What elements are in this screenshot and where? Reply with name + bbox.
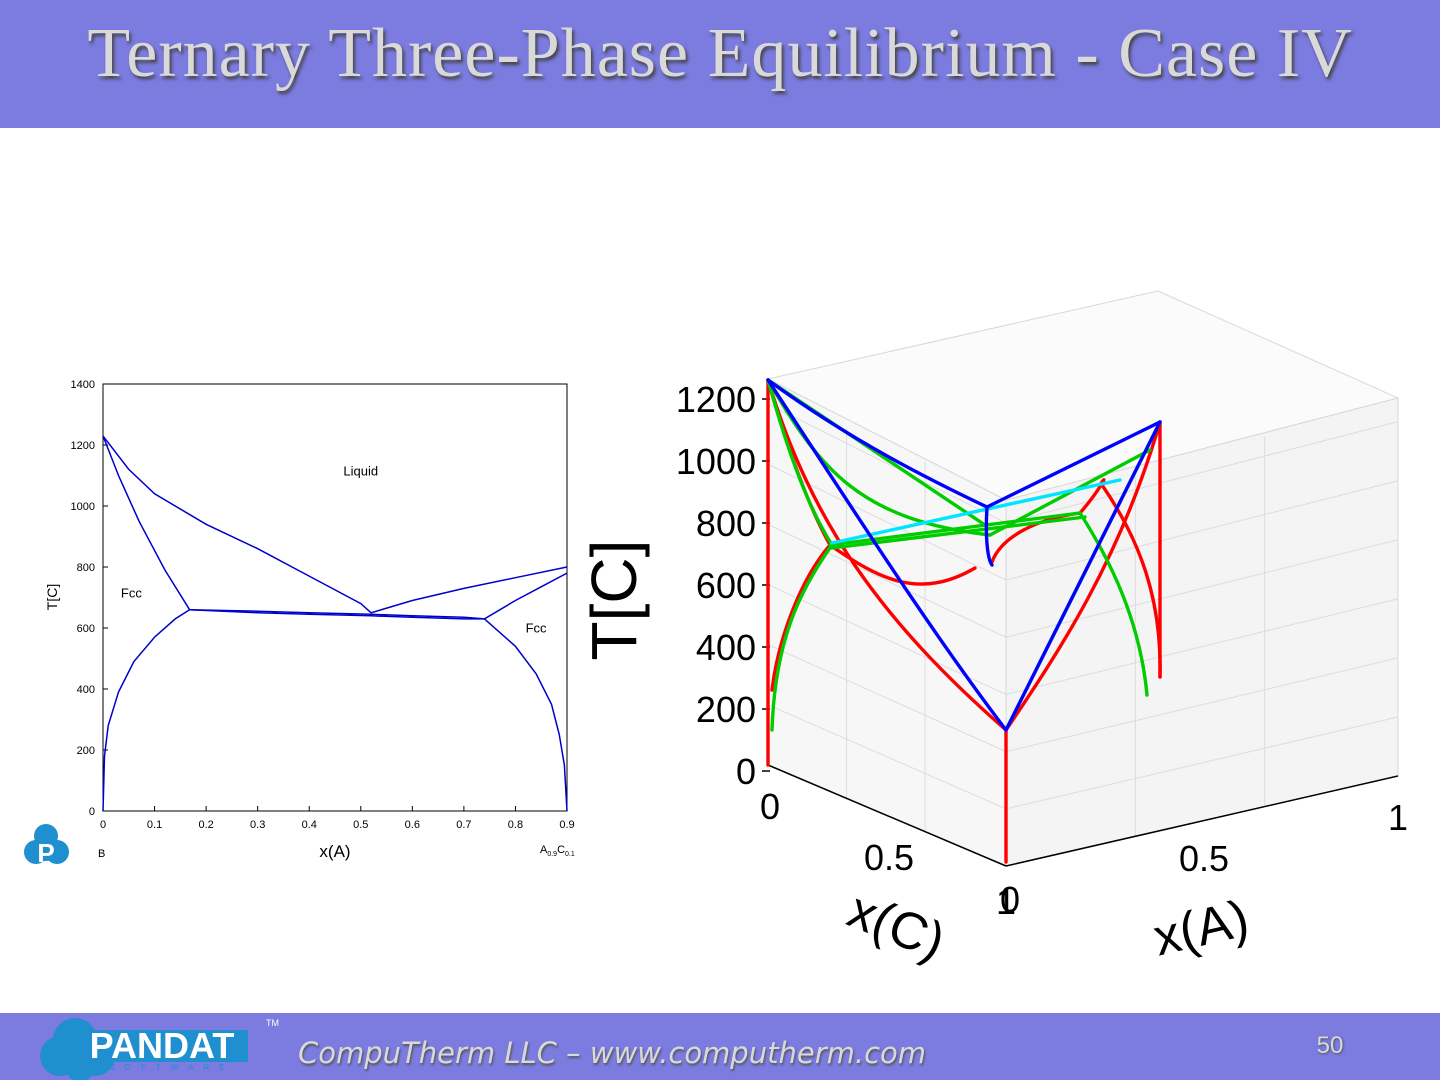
x-tick-label-1: 0.1 <box>147 819 162 831</box>
x-a-axis-line <box>1005 775 1399 867</box>
z-tick-label-2: 400 <box>696 627 756 668</box>
y-tick-label-3: 600 <box>77 623 95 635</box>
axis-ticks: 0 0.1 0.2 0.3 0.4 0.5 0.6 0.7 0.8 0.9 0 200 400 600 80… <box>71 379 575 831</box>
grid-left-4 <box>767 523 1007 638</box>
ternary-curve-6 <box>766 378 1008 732</box>
ternary-curve-19 <box>1078 511 1149 697</box>
ternary-curve-10 <box>1100 483 1162 679</box>
y-tick-label-1: 200 <box>77 745 95 757</box>
grid-left-1 <box>767 704 1007 810</box>
xc-tick-label-0: 0 <box>760 786 780 827</box>
y-tick-label-2: 400 <box>77 684 95 696</box>
xa-tick-label-2: 1 <box>1388 797 1408 838</box>
title-bar <box>0 0 1440 128</box>
grid-right-3 <box>1005 598 1399 695</box>
boundary-curve-2 <box>370 566 568 614</box>
left-endpoint-label: B <box>98 848 105 860</box>
footer-text: CompuTherm LLC – www.computherm.com <box>298 1036 927 1070</box>
y-tick-label-5: 1000 <box>71 501 95 513</box>
x-axis-label: x(A) <box>319 842 350 861</box>
x-tick-label-7: 0.7 <box>456 819 471 831</box>
xa-tick-label-0: 0 <box>1000 879 1020 920</box>
grid-right-2 <box>1005 657 1399 753</box>
grid-right-5 <box>1005 480 1399 581</box>
x-tick-label-0: 0 <box>100 819 106 831</box>
z-tick-label-4: 800 <box>696 503 756 544</box>
grid-left-2 <box>767 644 1007 753</box>
region-labels: Liquid Fcc Fcc <box>121 464 547 636</box>
xa-tick-label-1: 0.5 <box>1179 838 1229 879</box>
boundary-curve-1 <box>102 435 191 611</box>
xc-tick-label-1: 0.5 <box>864 837 914 878</box>
region-label-0: Liquid <box>343 464 378 479</box>
page-number: 50 <box>1316 1032 1344 1059</box>
grid-left-6 <box>767 403 1007 524</box>
boundary-curve-7 <box>484 618 568 812</box>
pandat-small-logo: P <box>24 824 69 868</box>
svg-text:P: P <box>37 838 54 868</box>
boundary-curve-4 <box>189 608 485 620</box>
region-label-2: Fcc <box>526 621 547 636</box>
y-axis-label: T[C] <box>44 584 60 610</box>
region-label-1: Fcc <box>121 586 142 601</box>
z-tick-label-1: 200 <box>696 689 756 730</box>
x-c-axis-line <box>767 764 1007 867</box>
slide-title: Ternary Three-Phase Equilibrium - Case I… <box>87 15 1353 92</box>
z-tick-label-3: 600 <box>696 565 756 606</box>
x-tick-label-8: 0.8 <box>508 819 523 831</box>
right-endpoint-label: A0.9C0.1 <box>540 844 575 858</box>
y-tick-label-7: 1400 <box>71 379 95 391</box>
z-tick-label-0: 0 <box>736 751 756 792</box>
z-tick-label-6: 1200 <box>676 379 756 420</box>
plot-frame <box>102 383 568 812</box>
ternary-curve-21 <box>766 378 989 509</box>
ternary-curve-25 <box>1004 420 1162 732</box>
phase-boundaries <box>102 435 568 812</box>
boundary-curve-5 <box>189 608 485 620</box>
x-tick-label-2: 0.2 <box>198 819 213 831</box>
z-tick-label-5: 1000 <box>676 441 756 482</box>
ternary-curve-24 <box>766 378 1008 732</box>
grid-right-4 <box>1005 539 1399 638</box>
y-tick-label-0: 0 <box>89 806 95 818</box>
boundary-curve-3 <box>484 572 568 620</box>
xc-tick-label-2: 1 <box>996 881 1016 922</box>
x-tick-label-5: 0.5 <box>353 819 368 831</box>
ternary-curve-20 <box>830 478 1122 545</box>
x-tick-label-6: 0.6 <box>405 819 420 831</box>
ternary-curve-12 <box>770 543 834 732</box>
ternary-curve-7 <box>1004 420 1162 732</box>
y-tick-label-4: 800 <box>77 562 95 574</box>
x-tick-label-3: 0.3 <box>250 819 265 831</box>
ternary-curve-22 <box>985 420 1162 509</box>
boundary-curve-6 <box>102 609 191 812</box>
y-tick-label-6: 1200 <box>71 440 95 452</box>
t-axis-label-3d: T[C] <box>578 540 650 661</box>
grid-right-1 <box>1005 716 1399 810</box>
ternary-curve-4 <box>770 543 832 692</box>
ternary-curve-23 <box>984 505 994 567</box>
ternary-curve-11 <box>766 378 834 547</box>
x-tick-label-9: 0.9 <box>559 819 574 831</box>
grid-right-6 <box>1005 421 1399 524</box>
x-tick-label-4: 0.4 <box>302 819 317 831</box>
boundary-curve-0 <box>102 435 372 614</box>
ternary-curves <box>766 378 1162 864</box>
